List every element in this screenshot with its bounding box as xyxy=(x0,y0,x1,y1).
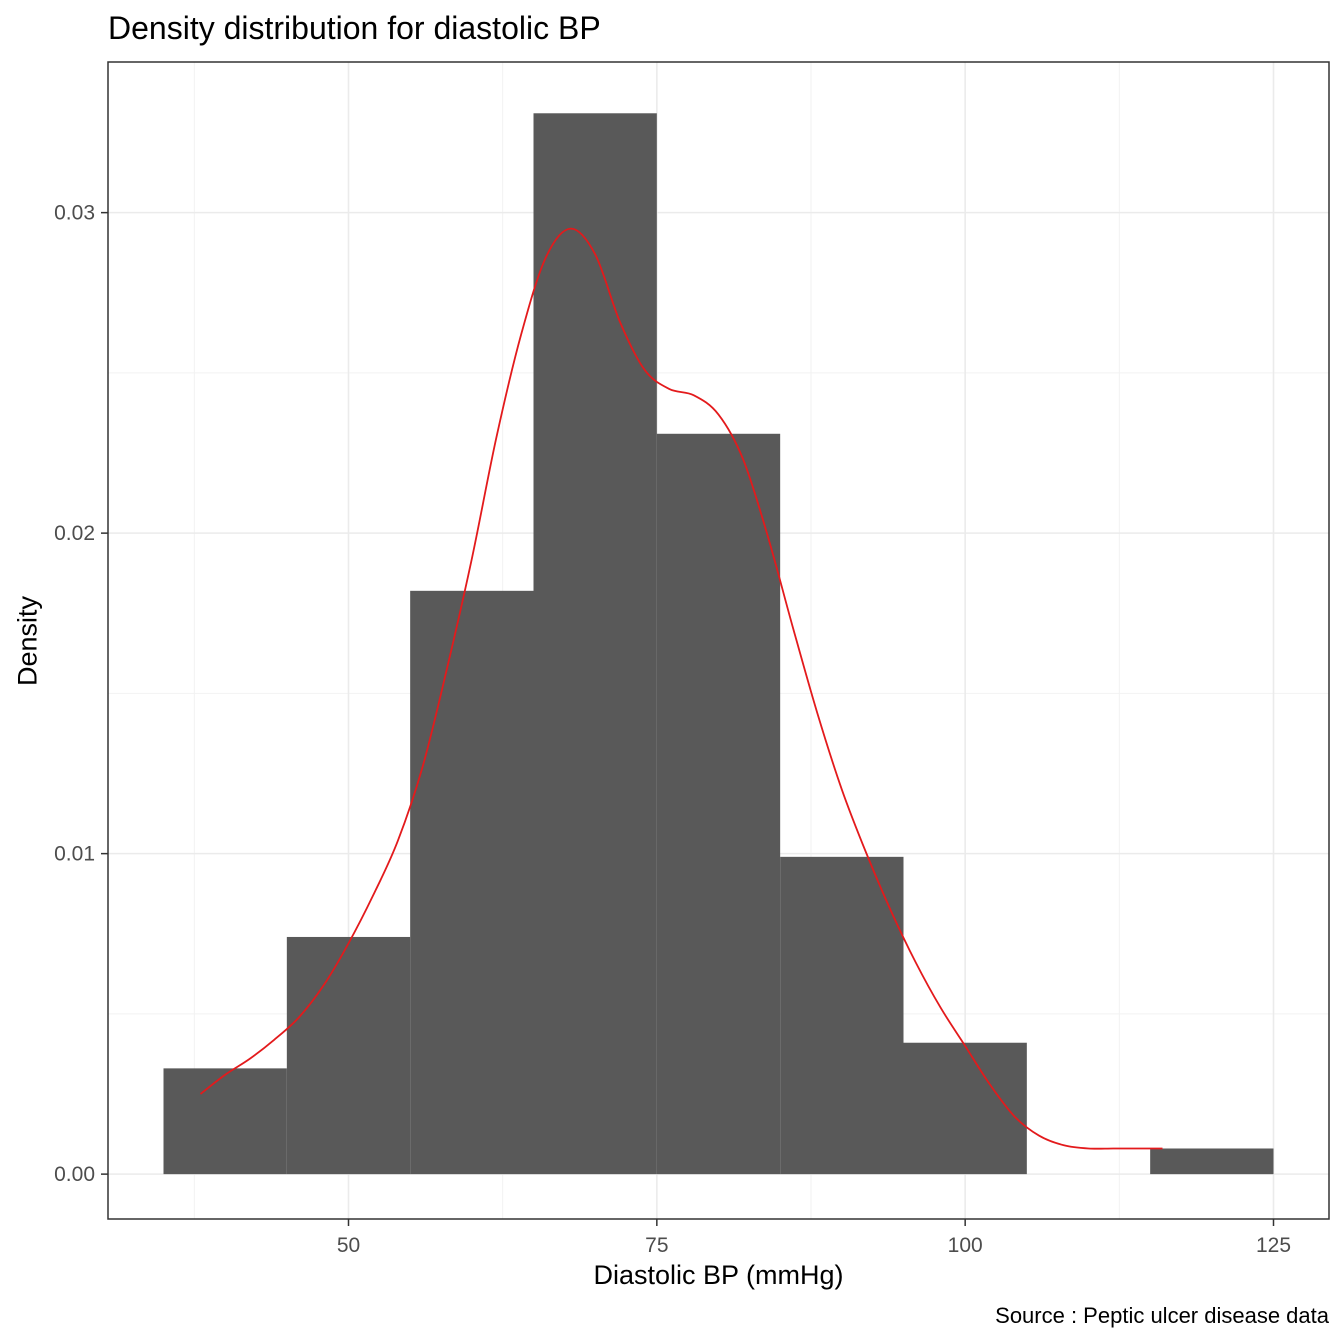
source-caption: Source : Peptic ulcer disease data xyxy=(995,1303,1329,1328)
histogram-bar xyxy=(533,113,657,1175)
density-curve xyxy=(199,227,1163,1150)
chart-title: Density distribution for diastolic BP xyxy=(108,10,601,46)
x-axis-label: Diastolic BP (mmHg) xyxy=(593,1260,844,1290)
histogram-bar xyxy=(656,433,781,1175)
y-axis-label: Density xyxy=(12,595,43,687)
axes: 50 75 100 125 0.00 0.01 0.02 0.03 xyxy=(54,61,1330,1257)
panel-border xyxy=(107,61,1330,1220)
y-tick-label: 0.01 xyxy=(54,843,95,866)
y-tick-label: 0.03 xyxy=(54,202,95,225)
histogram-bar xyxy=(903,1042,1027,1175)
histogram-bar xyxy=(780,856,904,1175)
x-tick-label: 50 xyxy=(337,1234,360,1257)
histogram-bar xyxy=(286,936,411,1175)
histogram-bars xyxy=(163,113,1274,1175)
x-tick-label: 100 xyxy=(948,1234,983,1257)
x-tick-label: 75 xyxy=(645,1234,668,1257)
histogram-bar xyxy=(163,1068,287,1175)
histogram-bar xyxy=(410,590,534,1175)
y-tick-label: 0.00 xyxy=(54,1163,95,1186)
x-tick-label: 125 xyxy=(1256,1234,1291,1257)
histogram-bar xyxy=(1150,1148,1274,1175)
y-tick-label: 0.02 xyxy=(54,522,95,545)
density-curve-group xyxy=(199,227,1163,1150)
